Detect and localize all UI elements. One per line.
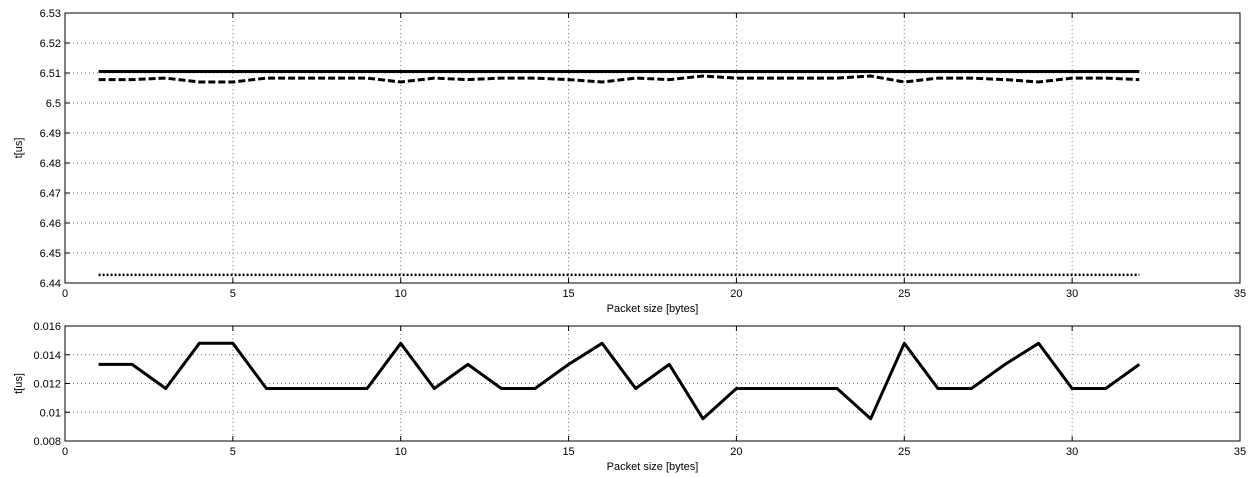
bottom-y-tick-label: 0.014	[33, 350, 61, 362]
bottom-x-tick-label: 15	[562, 446, 574, 458]
bottom-y-tick-label: 0.012	[33, 379, 61, 391]
bottom-x-axis-label: Packet size [bytes]	[607, 461, 699, 473]
top-y-tick-label: 6.51	[40, 68, 61, 80]
top-axes-frame	[64, 12, 1241, 284]
top-x-tick-label: 25	[898, 288, 910, 300]
bottom-y-tick-label: 0.01	[40, 407, 61, 419]
top-y-axis-label: t[us]	[13, 138, 25, 159]
bottom-x-tick-label: 5	[230, 446, 236, 458]
bottom-x-tick-label: 20	[730, 446, 742, 458]
bottom-y-tick-label: 0.016	[33, 321, 61, 333]
top-x-tick-label: 15	[562, 288, 574, 300]
top-x-tick-label: 30	[1066, 288, 1078, 300]
top-y-tick-label: 6.47	[40, 188, 61, 200]
top-y-tick-label: 6.5	[46, 98, 61, 110]
top-x-tick-label: 0	[62, 288, 68, 300]
top-y-tick-label: 6.44	[40, 278, 61, 290]
top-x-tick-label: 10	[395, 288, 407, 300]
top-x-tick-label: 20	[730, 288, 742, 300]
top-y-tick-label: 6.45	[40, 248, 61, 260]
top-plot-axes: 0 5 10 15 20 25 30 35 6.44 6.45 6.46 6.47 6.48 6.49 6.…	[13, 8, 1246, 315]
bottom-x-tick-label: 0	[62, 446, 68, 458]
top-x-tick-label: 35	[1234, 288, 1246, 300]
bottom-y-tick-label: 0.008	[33, 436, 61, 448]
bottom-x-tick-label: 35	[1234, 446, 1246, 458]
top-series-line-dashed	[98, 74, 1140, 84]
bottom-axes-frame	[64, 325, 1241, 442]
top-x-axis-label: Packet size [bytes]	[607, 303, 699, 315]
top-x-tick-label: 5	[230, 288, 236, 300]
top-plot-area	[65, 13, 1240, 283]
bottom-series-line-solid	[98, 341, 1141, 421]
bottom-x-tick-label: 25	[898, 446, 910, 458]
bottom-plot-axes: 0 5 10 15 20 25 30 35 0.008 0.01 0.012 0.014 0.016 Pa…	[13, 321, 1246, 473]
top-y-tick-label: 6.52	[40, 38, 61, 50]
top-y-tick-label: 6.48	[40, 158, 61, 170]
bottom-x-tick-label: 30	[1066, 446, 1078, 458]
bottom-x-tick-label: 10	[395, 446, 407, 458]
top-y-tick-label: 6.53	[40, 8, 61, 20]
top-y-tick-label: 6.49	[40, 128, 61, 140]
top-y-tick-label: 6.46	[40, 218, 61, 230]
bottom-y-axis-label: t[us]	[13, 373, 25, 394]
